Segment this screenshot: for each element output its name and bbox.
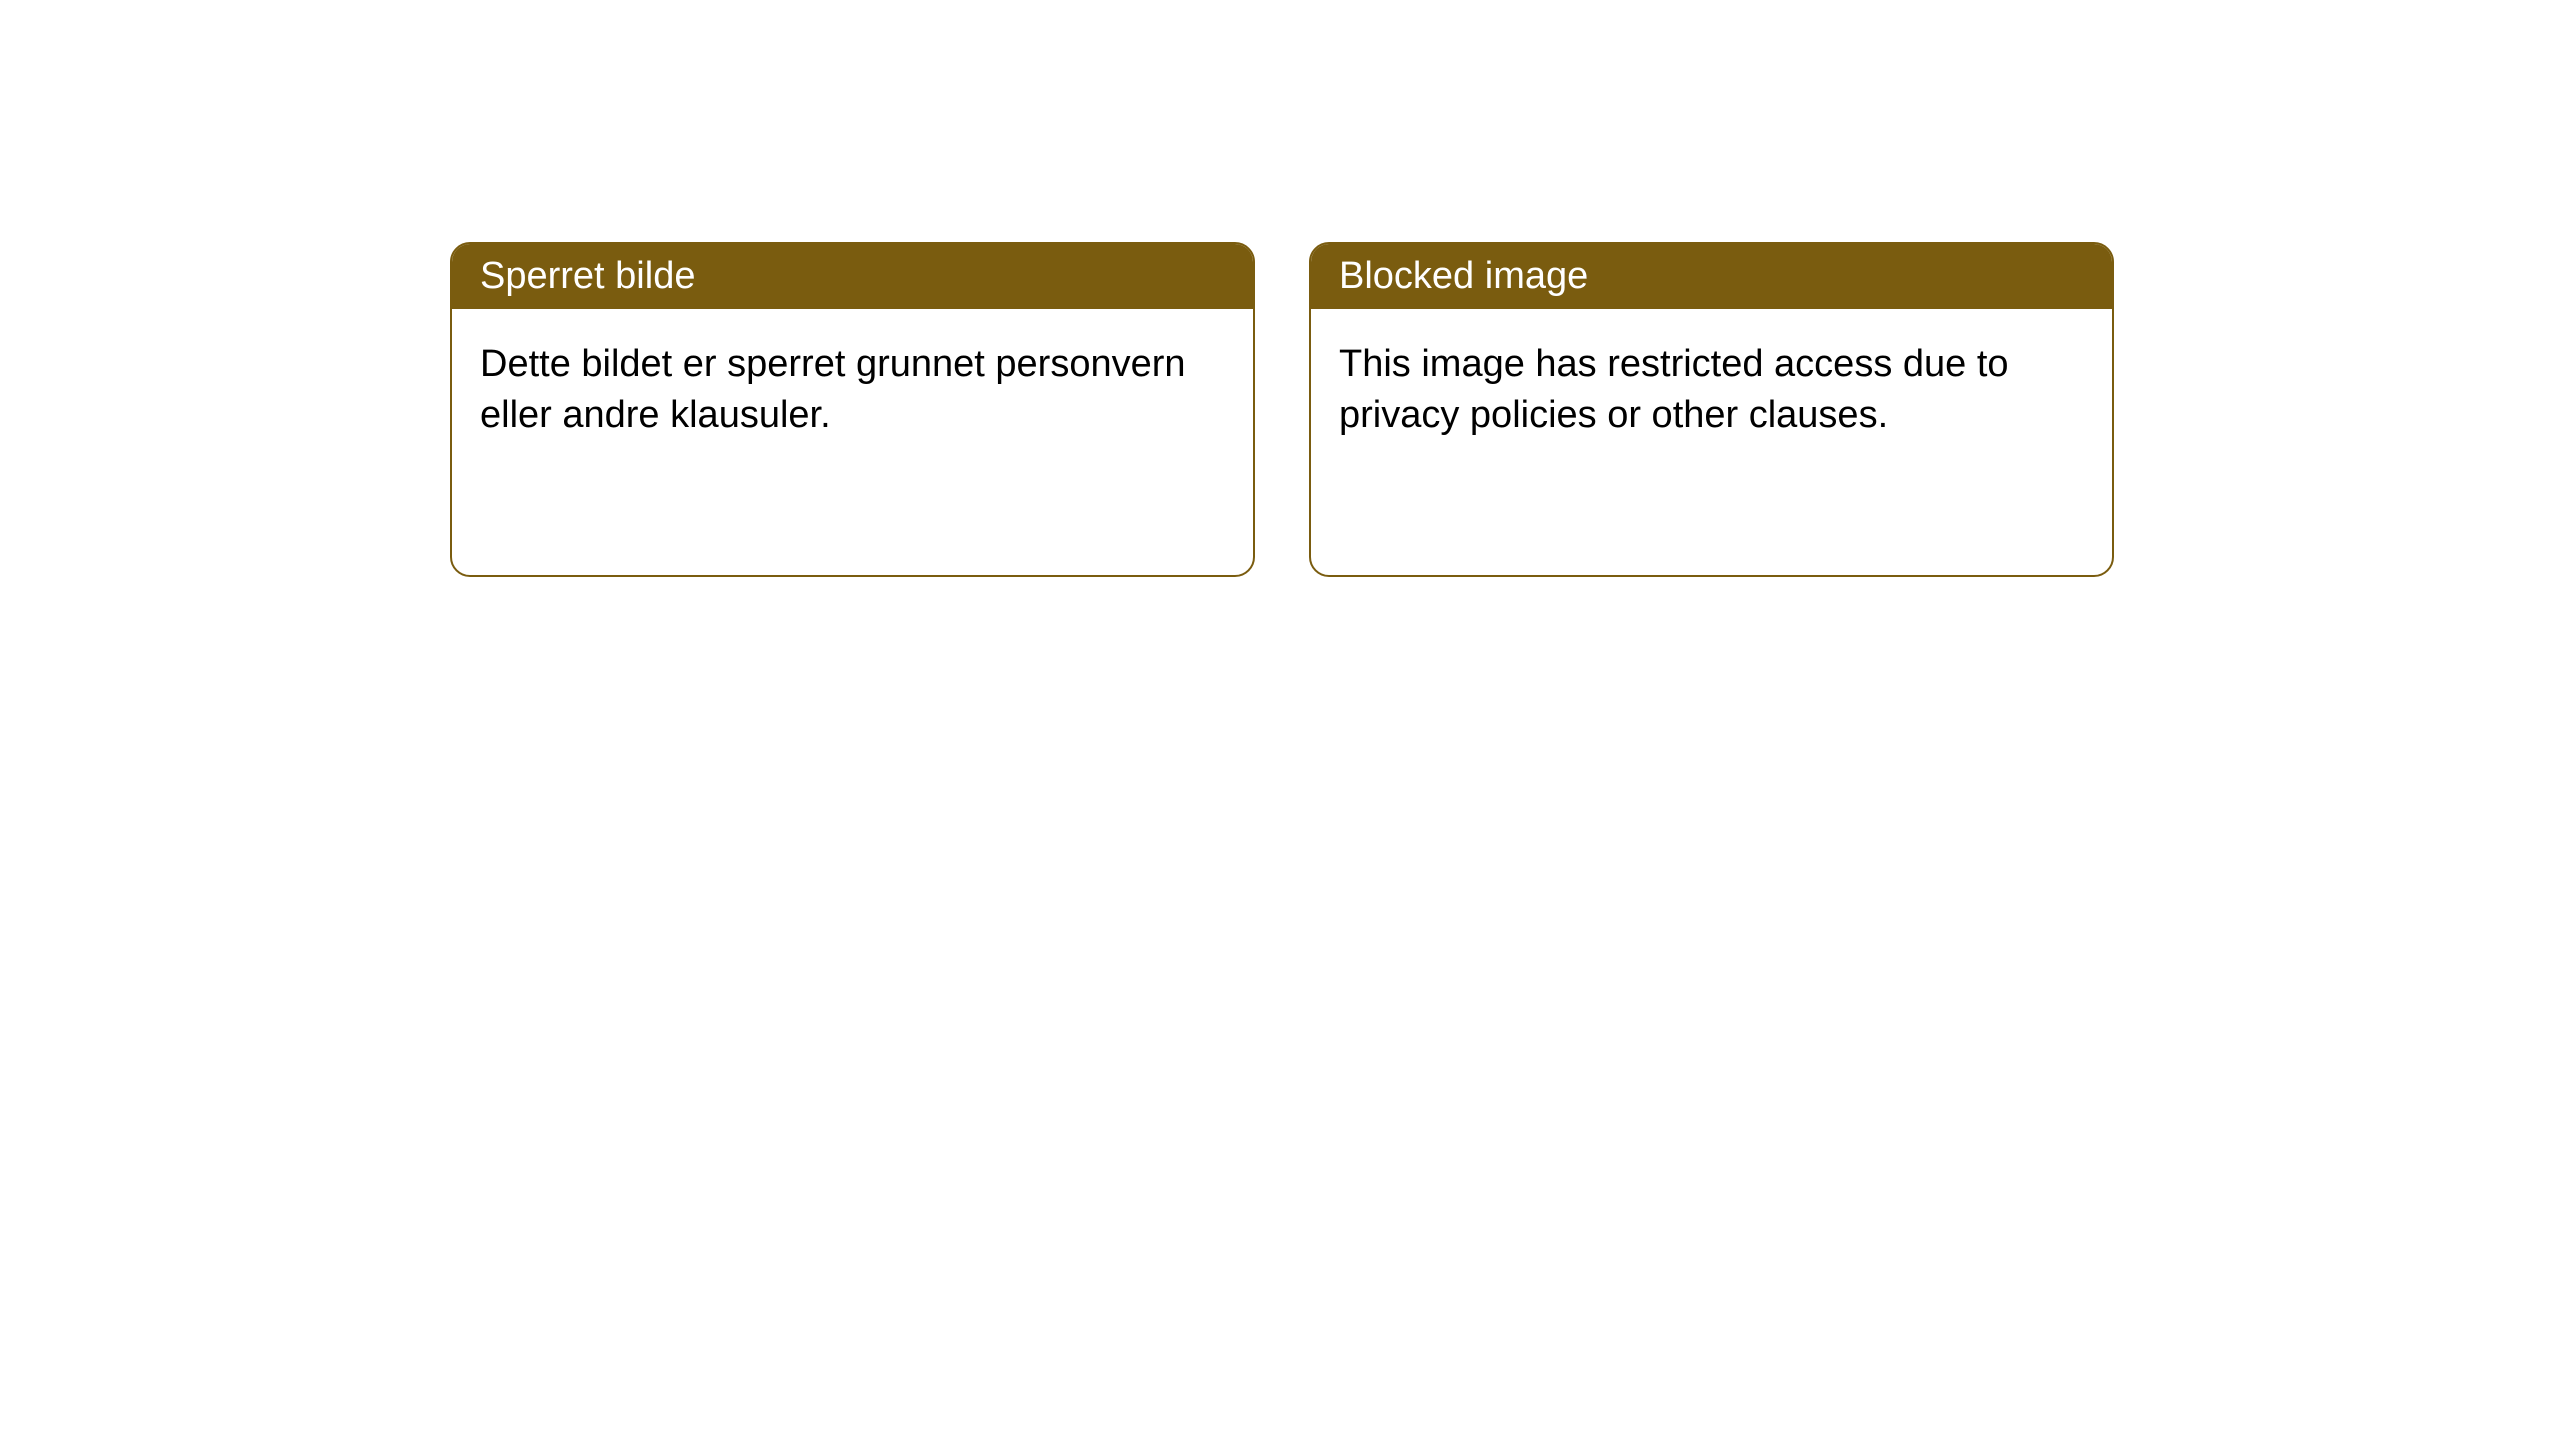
notice-card-norwegian: Sperret bilde Dette bildet er sperret gr…: [450, 242, 1255, 577]
card-body: Dette bildet er sperret grunnet personve…: [452, 309, 1253, 472]
card-body-text: This image has restricted access due to …: [1339, 343, 2009, 436]
card-header-text: Blocked image: [1339, 255, 1588, 297]
card-body: This image has restricted access due to …: [1311, 309, 2112, 472]
notice-container: Sperret bilde Dette bildet er sperret gr…: [0, 0, 2560, 577]
card-header: Blocked image: [1311, 244, 2112, 309]
notice-card-english: Blocked image This image has restricted …: [1309, 242, 2114, 577]
card-body-text: Dette bildet er sperret grunnet personve…: [480, 343, 1186, 436]
card-header: Sperret bilde: [452, 244, 1253, 309]
card-header-text: Sperret bilde: [480, 255, 695, 297]
